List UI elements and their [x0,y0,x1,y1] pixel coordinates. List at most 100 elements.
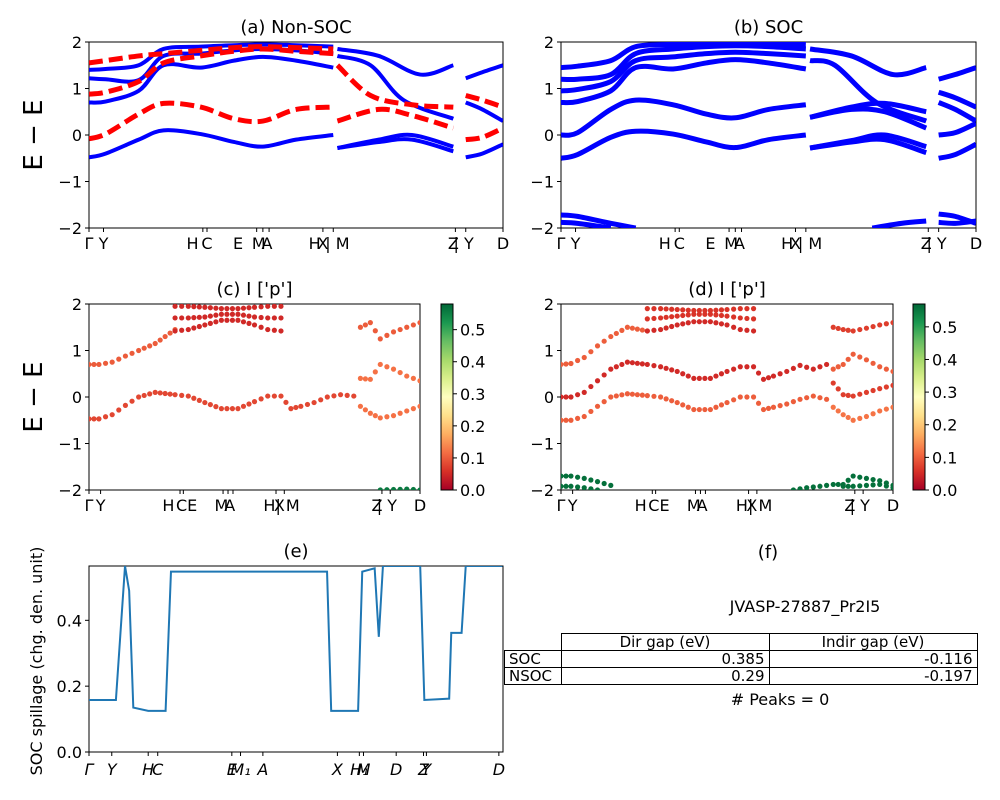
bands-group-a [89,42,503,160]
projection-point [116,407,122,413]
projection-point [840,412,846,418]
projection-point [691,406,697,413]
xtick-label-c: M [214,496,228,515]
projection-point [152,389,158,395]
row-label-soc: SOC [504,650,562,668]
projection-point [102,360,109,366]
ytick-label-a: 2 [72,33,82,52]
xtick-label-a: Γ [85,234,94,253]
xtick-label-b: H [781,234,793,253]
projection-point [196,304,202,310]
projection-point [824,361,830,368]
projection-point [293,404,299,411]
xtick-label-c: | Y [377,496,397,515]
projection-point [755,370,762,376]
projection-point [594,343,601,349]
projection-point [750,394,757,400]
projection-point [357,403,364,409]
xtick-label-d: M [687,496,701,515]
projection-point [713,307,719,313]
projection-point [674,313,680,319]
projection-point [857,354,863,360]
projection-point [377,415,383,421]
projection-point [278,315,284,321]
soc-band-line [336,53,455,121]
projection-point [639,361,645,367]
projection-point [377,361,383,368]
projection-point [737,364,743,370]
projection-point [724,313,730,319]
soc-band-line [809,58,928,124]
projection-point [707,311,714,317]
chart-title-c: (c) I ['p'] [216,279,292,300]
projection-point [601,338,607,344]
projection-point [179,327,185,333]
gap-table-header-indir: Indir gap (eV) [768,633,978,651]
projection-point [191,325,197,331]
projection-point [691,319,697,325]
projection-point [324,394,330,400]
xtick-label-a: | Y [454,234,474,253]
table-row: SOC 0.385 -0.116 [504,650,978,668]
xtick-label-c: H [162,496,174,515]
colorbar-tick-label-d: 0.3 [932,383,957,402]
projection-point [172,392,178,398]
xtick-label-b: E [705,234,715,253]
xtick-label-b: Z [921,234,932,253]
projection-point [644,361,650,368]
projection-point [863,389,870,395]
projection-point [265,326,271,333]
xtick-label-a: C [201,234,212,253]
projection-point [669,367,675,373]
projection-point [568,394,574,400]
projection-point [718,321,725,327]
spillage-line [89,566,503,712]
xtick-label-d: D [887,496,899,515]
projection-point [96,416,102,422]
projection-point [619,327,625,333]
projection-point [575,474,581,480]
projection-point [877,408,883,414]
projection-point [863,475,870,481]
xtick-label-a: E [233,234,243,253]
projection-point [658,364,664,370]
ytick-label-a: −1 [58,173,82,192]
projection-point [877,478,883,484]
ytick-label-e: 0.4 [57,611,82,630]
projection-point [850,483,856,489]
projection-point [877,481,883,488]
projection-point [351,393,357,399]
projection-point [179,392,185,398]
chart-title-b: (b) SOC [734,17,803,38]
projection-point [744,364,750,370]
projection-point [265,393,271,399]
ytick-label-c: 2 [72,295,82,314]
projection-point [784,368,790,375]
projection-point [367,376,373,382]
projection-point [588,408,594,415]
projection-point [122,402,129,408]
projection-point [696,319,702,325]
soc-band-line [938,218,976,226]
projection-point [857,391,863,397]
projection-point [674,399,680,406]
projection-point [877,322,883,328]
projection-point [845,414,851,421]
xtick-label-a: H [309,234,321,253]
projection-point [810,484,816,490]
projection-point [390,486,397,490]
projection-point [624,391,631,397]
ytick-label-a: −2 [58,219,82,238]
colorbar-c [440,303,454,491]
y-axis-label-c: E − E [19,361,49,432]
projection-point [601,399,607,405]
projection-point [850,473,856,479]
projection-point [390,413,397,419]
projection-point [218,306,224,312]
xtick-label-d: X [746,496,757,515]
projection-point [278,328,284,334]
projection-point [644,306,650,312]
soc-indir-gap: -0.116 [768,650,978,668]
projection-point [213,404,219,410]
row-label-nsoc: NSOC [504,667,562,685]
